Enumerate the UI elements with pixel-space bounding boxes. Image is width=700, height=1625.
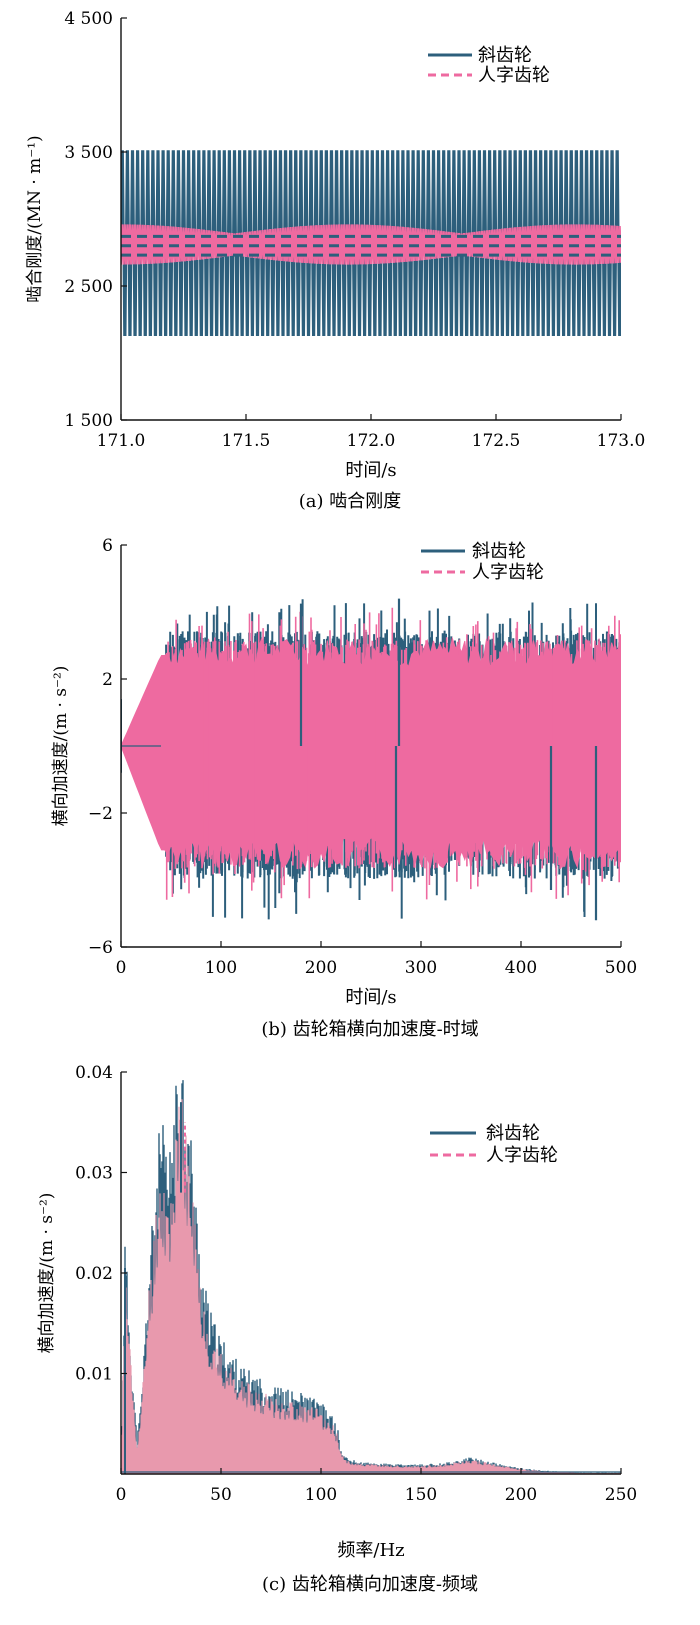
panel-a-xlabel: 时间/s: [345, 460, 396, 481]
panel-a-axes: 171.0 171.5 172.0 172.5 173.0 1 500 2 500 3 500…: [64, 9, 645, 451]
panel-b: 0 100 200 300 400 500 −6 −2 2 6 斜齿轮 人字齿轮 时间/s 横向加…: [51, 536, 637, 1040]
panel-a: 171.0 171.5 172.0 172.5 173.0 1 500 2 500 3 500…: [25, 9, 645, 512]
panel-a-caption: (a) 啮合刚度: [299, 491, 402, 512]
panel-b-axes: 0 100 200 300 400 500 −6 −2 2 6: [88, 536, 637, 978]
x-tick-label: 171.0: [97, 431, 146, 451]
panel-c: 0 50 100 150 200 250 0.01 0.02 0.03 0.04 斜齿轮 人字齿轮…: [37, 1063, 637, 1595]
x-tick-label: 200: [305, 958, 337, 978]
series-herringbone-spectrum: [121, 1099, 621, 1474]
x-tick-label: 150: [405, 1485, 437, 1505]
panel-b-caption: (b) 齿轮箱横向加速度-时域: [261, 1019, 478, 1040]
legend-label-helical: 斜齿轮: [472, 541, 526, 562]
y-tick-label: 1 500: [64, 411, 113, 431]
x-tick-label: 200: [505, 1485, 537, 1505]
panel-b-plot-area: [121, 598, 621, 921]
y-tick-label: 0.01: [75, 1365, 113, 1385]
y-tick-label: 2 500: [64, 277, 113, 297]
x-tick-label: 173.0: [597, 431, 646, 451]
panel-b-xlabel: 时间/s: [345, 987, 396, 1008]
panel-b-legend: 斜齿轮 人字齿轮: [421, 541, 544, 583]
y-tick-label: 0.03: [75, 1164, 113, 1184]
x-tick-label: 171.5: [222, 431, 271, 451]
x-tick-label: 500: [605, 958, 637, 978]
legend-label-herringbone: 人字齿轮: [472, 562, 544, 583]
x-tick-label: 0: [116, 958, 127, 978]
panel-a-plot-area: [121, 150, 621, 336]
panel-c-xlabel: 频率/Hz: [337, 1540, 404, 1561]
legend-label-herringbone: 人字齿轮: [486, 1145, 558, 1166]
x-tick-label: 0: [116, 1485, 127, 1505]
panel-a-legend: 斜齿轮 人字齿轮: [428, 45, 550, 86]
panel-c-legend: 斜齿轮 人字齿轮: [430, 1123, 558, 1166]
y-tick-label: 4 500: [64, 9, 113, 29]
legend-label-herringbone: 人字齿轮: [478, 65, 550, 86]
x-tick-label: 400: [505, 958, 537, 978]
legend-label-helical: 斜齿轮: [478, 45, 532, 66]
legend-label-helical: 斜齿轮: [486, 1123, 540, 1144]
x-tick-label: 100: [205, 958, 237, 978]
x-tick-label: 172.0: [347, 431, 396, 451]
panel-c-caption: (c) 齿轮箱横向加速度-频域: [262, 1574, 478, 1595]
panel-c-ylabel: 横向加速度/(m · s⁻²): [37, 1193, 57, 1354]
y-tick-label: 2: [102, 670, 113, 690]
y-tick-label: 0.04: [75, 1063, 113, 1083]
x-tick-label: 100: [305, 1485, 337, 1505]
y-tick-label: 0.02: [75, 1264, 113, 1284]
y-tick-label: 6: [102, 536, 113, 556]
series-herringbone-line: [121, 224, 621, 265]
y-tick-label: −2: [88, 804, 113, 824]
y-tick-label: −6: [88, 938, 113, 958]
panel-a-ylabel: 啮合刚度/(MN · m⁻¹): [25, 135, 45, 302]
x-tick-label: 50: [210, 1485, 232, 1505]
y-tick-label: 3 500: [64, 143, 113, 163]
x-tick-label: 250: [605, 1485, 637, 1505]
panel-c-axes: 0 50 100 150 200 250 0.01 0.02 0.03 0.04: [75, 1063, 637, 1505]
x-tick-label: 300: [405, 958, 437, 978]
x-tick-label: 172.5: [472, 431, 521, 451]
panel-b-ylabel: 横向加速度/(m · s⁻²): [51, 666, 71, 827]
panel-c-plot-area: [121, 1080, 621, 1474]
